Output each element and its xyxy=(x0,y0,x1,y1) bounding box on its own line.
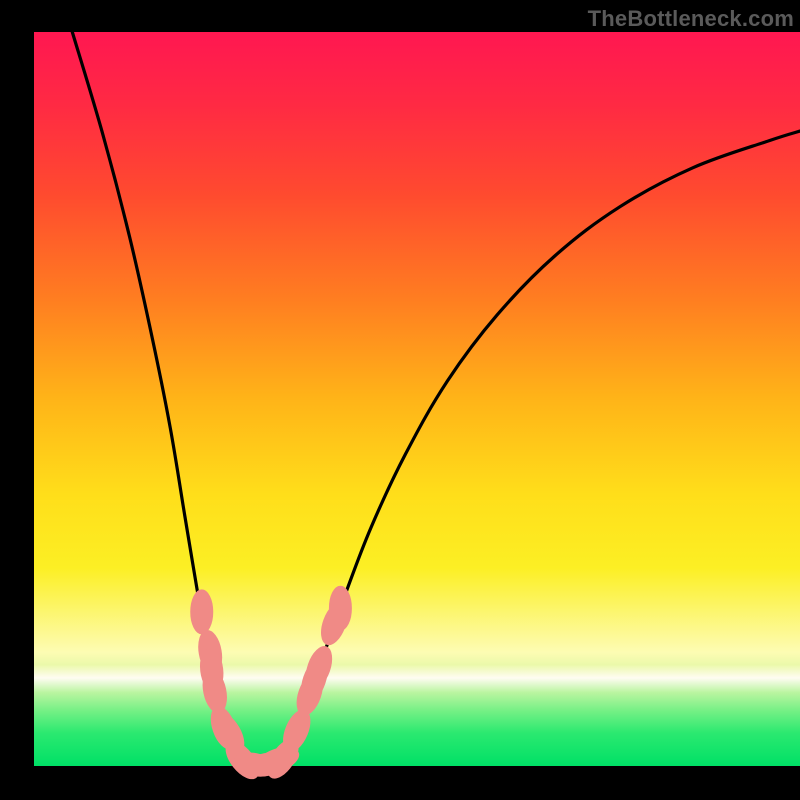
curve-marker xyxy=(191,590,213,634)
curve-layer xyxy=(34,32,800,766)
chart-root: TheBottleneck.com xyxy=(0,0,800,800)
watermark-text: TheBottleneck.com xyxy=(0,6,794,32)
plot-area xyxy=(34,32,800,766)
bottleneck-curve xyxy=(72,32,800,766)
curve-marker xyxy=(329,586,351,630)
